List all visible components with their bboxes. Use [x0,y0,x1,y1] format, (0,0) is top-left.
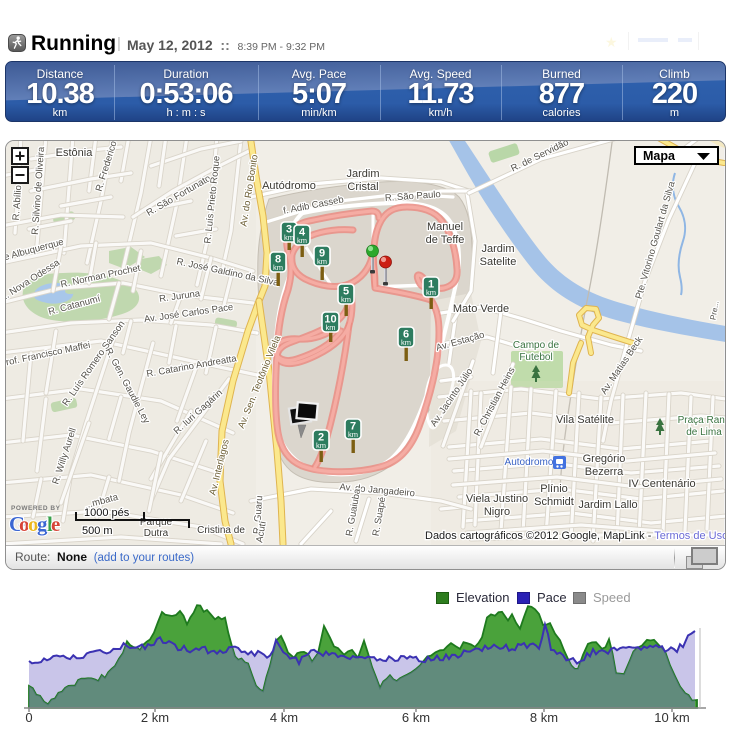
svg-text:Jardim: Jardim [481,243,514,255]
svg-text:km: km [348,430,358,439]
svg-text:0: 0 [25,710,32,725]
svg-text:Campo de: Campo de [513,340,560,351]
svg-text:R. São Paulo: R. São Paulo [385,189,442,204]
svg-text:10 km: 10 km [654,710,689,725]
svg-text:o: o [19,512,30,536]
svg-text:km: km [316,441,326,450]
svg-text:Viela Justino: Viela Justino [466,493,528,505]
svg-text:km: km [326,323,336,332]
svg-text:8: 8 [275,254,281,266]
svg-text:Bezerra: Bezerra [585,466,624,478]
svg-text:g: g [37,512,48,536]
svg-text:Jardim: Jardim [346,168,379,180]
svg-text:Cristal: Cristal [347,181,378,193]
svg-text:4: 4 [299,227,306,239]
svg-text:km: km [297,236,307,245]
svg-text:Nigro: Nigro [484,506,510,518]
svg-text:8 km: 8 km [530,710,558,725]
svg-text:Estônia: Estônia [56,147,94,159]
svg-text:POWERED BY: POWERED BY [11,505,61,512]
svg-text:Autodromo: Autodromo [505,457,554,468]
svg-text:km: km [273,263,283,272]
svg-text:Mato Verde: Mato Verde [453,303,509,315]
svg-text:500 m: 500 m [82,525,113,537]
svg-text:2: 2 [318,432,324,444]
svg-text:1000 pés: 1000 pés [84,507,130,519]
svg-text:Dutra: Dutra [144,528,169,539]
svg-text:Manuel: Manuel [427,221,463,233]
svg-text:Plínio: Plínio [540,483,568,495]
svg-text:Schmidt: Schmidt [534,496,574,508]
svg-text:km: km [426,288,436,297]
svg-text:o: o [28,512,39,536]
svg-text:Praça Rang: Praça Rang [678,415,725,426]
svg-text:Mapa: Mapa [643,149,676,163]
svg-text:G: G [9,512,25,536]
svg-text:Jardim Lallo: Jardim Lallo [578,499,637,511]
svg-text:10: 10 [324,314,336,326]
svg-text:l: l [47,512,53,536]
svg-text:Vila Satélite: Vila Satélite [556,414,614,426]
svg-text:6 km: 6 km [402,710,430,725]
svg-text:IV Centenário: IV Centenário [628,478,695,490]
svg-text:Satelite: Satelite [480,256,517,268]
svg-text:7: 7 [350,421,356,433]
svg-text:Cristina de: Cristina de [197,525,245,536]
svg-text:5: 5 [343,286,349,298]
svg-text:3: 3 [286,224,292,236]
svg-text:km: km [401,338,411,347]
svg-text:Dados cartográficos ©2012 Goog: Dados cartográficos ©2012 Google, MapLin… [425,530,725,542]
svg-text:e: e [51,512,60,536]
svg-text:1: 1 [428,279,434,291]
svg-text:km: km [284,233,294,242]
svg-text:Gregório: Gregório [583,453,626,465]
svg-text:de Lima: de Lima [686,427,722,438]
svg-text:Futebol: Futebol [519,352,552,363]
svg-text:km: km [341,295,351,304]
svg-text:2 km: 2 km [141,710,169,725]
svg-text:de Teffe: de Teffe [426,234,465,246]
svg-text:4 km: 4 km [270,710,298,725]
svg-text:R. Guaru: R. Guaru [252,495,266,534]
svg-text:6: 6 [403,329,409,341]
svg-text:Autódromo: Autódromo [262,180,316,192]
svg-text:km: km [317,257,327,266]
svg-text:9: 9 [319,248,325,260]
svg-text:R. Abílio: R. Abílio [11,185,24,221]
